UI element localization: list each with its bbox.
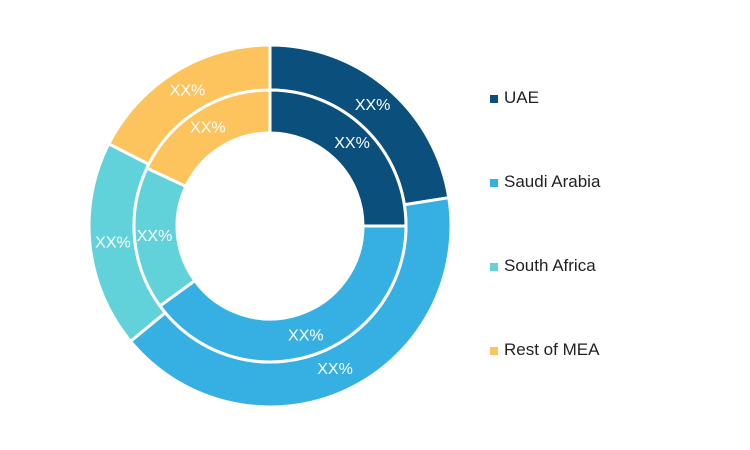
- legend-swatch-saudi-arabia: [490, 179, 498, 187]
- legend-item-saudi-arabia: Saudi Arabia: [490, 170, 600, 254]
- legend-item-uae: UAE: [490, 86, 600, 170]
- outer-ring-label-uae: XX%: [355, 97, 391, 114]
- outer-ring-label-rest-of-mea: XX%: [170, 83, 206, 100]
- legend-swatch-uae: [490, 95, 498, 103]
- legend-swatch-south-africa: [490, 263, 498, 271]
- inner-ring-label-south-africa: XX%: [137, 228, 173, 245]
- inner-ring-label-uae: XX%: [334, 135, 370, 152]
- inner-ring-label-saudi-arabia: XX%: [288, 328, 324, 345]
- legend-label-saudi-arabia: Saudi Arabia: [504, 172, 601, 191]
- outer-ring-label-saudi-arabia: XX%: [317, 361, 353, 378]
- legend-label-uae: UAE: [504, 88, 539, 107]
- legend-label-rest-of-mea: Rest of MEA: [504, 340, 600, 359]
- outer-ring-label-south-africa: XX%: [95, 235, 131, 252]
- inner-ring-label-rest-of-mea: XX%: [190, 119, 226, 136]
- inner-ring-slice-rest-of-mea: [144, 88, 272, 189]
- legend: UAE Saudi Arabia South Africa Rest of ME…: [490, 86, 600, 422]
- legend-item-south-africa: South Africa: [490, 254, 600, 338]
- legend-item-rest-of-mea: Rest of MEA: [490, 338, 600, 422]
- legend-swatch-rest-of-mea: [490, 347, 498, 355]
- legend-label-south-africa: South Africa: [504, 256, 596, 275]
- inner-ring-slice-saudi-arabia: [157, 224, 408, 364]
